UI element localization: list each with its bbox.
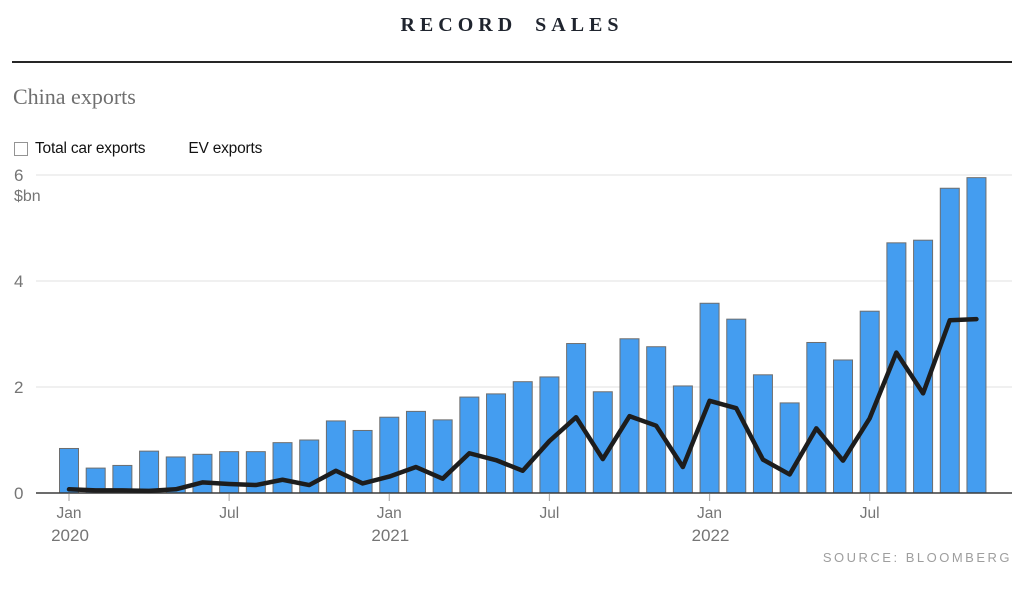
y-axis-label: 4 bbox=[14, 272, 23, 291]
legend-label-ev-exports: EV exports bbox=[188, 140, 263, 157]
y-axis-label: 0 bbox=[14, 484, 23, 503]
bar bbox=[432, 419, 453, 494]
x-axis-month-label: Jan bbox=[57, 505, 82, 522]
x-axis-year-label: 2021 bbox=[371, 526, 409, 545]
bar bbox=[59, 447, 79, 494]
bar bbox=[672, 385, 693, 494]
ev-line bbox=[66, 316, 979, 494]
line-swatch-icon bbox=[159, 147, 181, 152]
x-axis-month-label: Jul bbox=[540, 505, 560, 522]
bar bbox=[646, 346, 667, 494]
bar bbox=[592, 391, 613, 494]
page-title: RECORD SALES bbox=[400, 14, 624, 36]
source-text: SOURCE: BLOOMBERG bbox=[822, 550, 1012, 565]
x-axis-month-label: Jan bbox=[377, 505, 402, 522]
bar bbox=[379, 416, 400, 494]
bar bbox=[779, 402, 800, 494]
bar bbox=[405, 410, 426, 494]
y-axis-label: 6 bbox=[14, 166, 23, 185]
bar bbox=[806, 341, 827, 494]
x-axis-month-label: Jan bbox=[697, 505, 722, 522]
bar bbox=[699, 302, 720, 494]
x-axis-year-label: 2020 bbox=[51, 526, 89, 545]
bar bbox=[139, 450, 160, 494]
bar bbox=[219, 451, 240, 494]
bar bbox=[913, 239, 934, 494]
legend-label-total-car-exports: Total car exports bbox=[35, 140, 146, 157]
bar-swatch-icon bbox=[14, 142, 28, 156]
bar bbox=[272, 442, 293, 494]
bar bbox=[192, 453, 213, 494]
y-axis-label: 2 bbox=[14, 378, 23, 397]
legend: Total car exports EV exports bbox=[14, 140, 262, 158]
bar bbox=[752, 374, 773, 494]
legend-item-ev-exports: EV exports bbox=[159, 140, 262, 158]
chart-subtitle: China exports bbox=[13, 84, 136, 109]
bar bbox=[512, 381, 533, 494]
x-axis-month-label: Jul bbox=[860, 505, 880, 522]
chart-area: 0 2 4 6 $bn Jan 2020 Jul Jan 2021 Jul Jan 2022 Jul bbox=[0, 160, 1024, 550]
chart-canvas: 0 2 4 6 $bn Jan 2020 Jul Jan 2021 Jul Jan 2022 Jul bbox=[14, 166, 1012, 545]
x-axis-year-label: 2022 bbox=[692, 526, 730, 545]
bar bbox=[833, 359, 854, 494]
legend-item-total-car-exports: Total car exports bbox=[14, 140, 146, 158]
bar bbox=[486, 393, 507, 494]
x-axis-month-label: Jul bbox=[219, 505, 239, 522]
y-axis-unit: $bn bbox=[14, 188, 41, 205]
bar bbox=[966, 177, 987, 494]
header-rule bbox=[12, 61, 1012, 63]
bar bbox=[459, 396, 480, 494]
bar bbox=[325, 420, 346, 494]
